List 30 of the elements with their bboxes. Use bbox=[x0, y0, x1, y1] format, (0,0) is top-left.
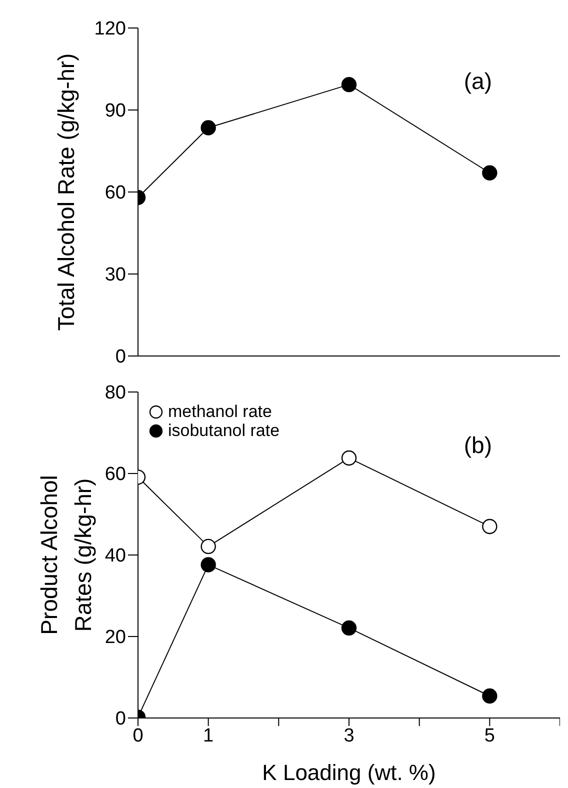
legend-label: methanol rate bbox=[168, 402, 272, 421]
x-tick-label: 1 bbox=[203, 725, 214, 746]
y-tick-label: 60 bbox=[104, 464, 126, 486]
point bbox=[341, 76, 357, 92]
point bbox=[200, 538, 216, 554]
y-tick-label: 0 bbox=[115, 708, 126, 730]
y-tick-label: 80 bbox=[104, 382, 126, 404]
point bbox=[341, 620, 357, 636]
y-tick-label: 120 bbox=[94, 18, 126, 40]
annotation: (a) bbox=[464, 68, 492, 95]
legend-label: isobutanol rate bbox=[168, 421, 280, 440]
point bbox=[341, 450, 357, 466]
y-tick-label: 60 bbox=[104, 182, 126, 204]
x-tick-label: 3 bbox=[344, 725, 354, 746]
y-tick-label: 0 bbox=[115, 346, 126, 368]
point bbox=[482, 518, 498, 534]
y-tick-label: 90 bbox=[104, 100, 126, 122]
point bbox=[200, 557, 216, 572]
point bbox=[482, 165, 498, 180]
x-tick-label: 5 bbox=[484, 725, 495, 746]
y-axis-title: Total Alcohol Rate (g/kg-hr) bbox=[52, 53, 80, 331]
point bbox=[200, 120, 216, 136]
annotation: (b) bbox=[464, 432, 492, 459]
x-axis-title: K Loading (wt. %) bbox=[262, 760, 436, 785]
y-tick-label: 20 bbox=[104, 627, 126, 648]
y-tick-label: 40 bbox=[104, 546, 126, 567]
x-tick-label: 0 bbox=[132, 725, 144, 746]
y-tick-label: 30 bbox=[104, 264, 126, 286]
point bbox=[482, 688, 498, 704]
y-axis-title: Product Alcohol Rates (g/kg-hr) bbox=[35, 475, 97, 635]
